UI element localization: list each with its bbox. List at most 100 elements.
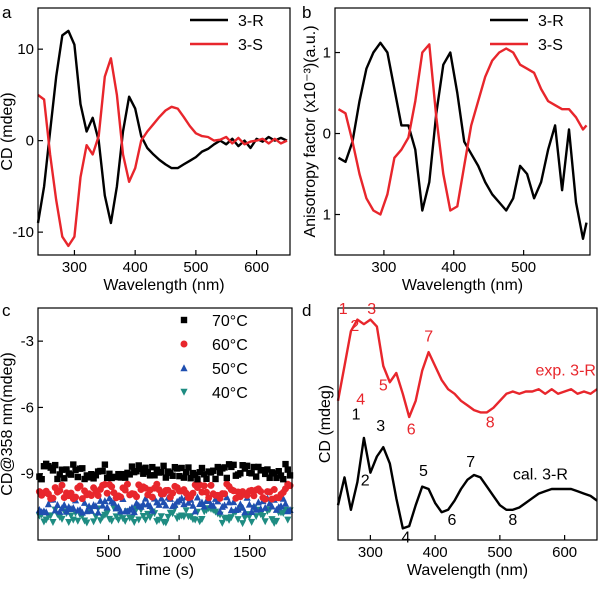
scatter-point — [65, 519, 73, 527]
scatter-point — [114, 503, 123, 511]
scatter-point — [58, 515, 66, 523]
scatter-point — [275, 468, 282, 475]
scatter-series-60°C — [35, 480, 294, 503]
scatter-point — [94, 508, 102, 516]
scatter-point — [245, 500, 253, 508]
scatter-point — [189, 501, 197, 509]
scatter-point — [239, 520, 247, 528]
legend-label: 60°C — [212, 337, 248, 354]
x-tick-label: 500 — [511, 259, 536, 276]
scatter-point — [51, 506, 59, 514]
scatter-point — [216, 507, 224, 515]
scatter-point — [74, 473, 81, 481]
series-line-3-S — [337, 43, 588, 216]
scatter-point — [88, 471, 95, 478]
scatter-point — [96, 496, 104, 504]
scatter-point — [135, 516, 143, 524]
scatter-point — [169, 489, 177, 497]
scatter-point — [200, 502, 208, 510]
scatter-point — [101, 461, 109, 468]
panel-label: b — [302, 3, 311, 22]
scatter-point — [58, 466, 66, 473]
scatter-point — [123, 480, 131, 488]
scatter-point — [281, 499, 290, 507]
scatter-point — [49, 467, 57, 474]
scatter-point — [214, 463, 221, 471]
scatter-point — [53, 500, 62, 508]
x-tick-label: 400 — [123, 259, 148, 276]
scatter-point — [117, 474, 124, 481]
scatter-point — [69, 504, 77, 512]
scatter-point — [271, 470, 278, 477]
scatter-point — [79, 465, 86, 472]
scatter-point — [146, 472, 154, 479]
scatter-point — [49, 519, 57, 527]
scatter-point — [169, 472, 176, 479]
scatter-point — [189, 489, 197, 497]
scatter-point — [140, 470, 147, 477]
scatter-point — [89, 518, 98, 526]
scatter-point — [272, 517, 281, 525]
y-tick-label: 1 — [323, 45, 331, 62]
scatter-point — [202, 488, 210, 496]
scatter-point — [229, 498, 238, 506]
panel-label: c — [2, 301, 11, 320]
scatter-point — [42, 508, 50, 516]
x-tick-label: 600 — [552, 544, 577, 561]
scatter-point — [191, 471, 199, 479]
peak-number: 4 — [356, 391, 365, 408]
scatter-point — [176, 472, 183, 480]
scatter-point — [70, 461, 77, 468]
peak-number: 1 — [352, 406, 361, 423]
scatter-point — [209, 501, 217, 509]
scatter-point — [210, 467, 217, 474]
x-tick-label: 300 — [62, 259, 87, 276]
scatter-point — [72, 493, 80, 501]
scatter-point — [180, 513, 188, 521]
scatter-point — [60, 501, 68, 509]
scatter-point — [194, 476, 201, 483]
scatter-point — [239, 462, 246, 469]
scatter-point — [221, 464, 228, 471]
scatter-point — [158, 468, 165, 476]
scatter-point — [106, 470, 113, 477]
scatter-point — [273, 474, 280, 482]
scatter-point — [99, 467, 106, 475]
peak-number: 1 — [339, 301, 348, 318]
legend-label: 70°C — [212, 313, 248, 330]
scatter-point — [103, 503, 111, 511]
y-tick-label: 0 — [323, 126, 331, 143]
x-tick-label: 500 — [487, 544, 512, 561]
scatter-point — [221, 490, 229, 498]
scatter-point — [259, 512, 267, 520]
scatter-point — [83, 519, 91, 527]
scatter-point — [284, 466, 291, 473]
series-label: cal. 3-R — [513, 467, 568, 484]
scatter-point — [157, 513, 165, 521]
peak-number: 3 — [376, 418, 385, 435]
series-line-cal. 3-R — [336, 436, 598, 530]
scatter-point — [280, 475, 287, 483]
scatter-point — [257, 488, 265, 496]
scatter-point — [117, 493, 125, 501]
legend-label: 3-S — [538, 37, 563, 54]
panel-label: a — [2, 3, 12, 22]
y-axis-label: CD@358 nm(mdeg) — [0, 352, 16, 495]
peak-number: 7 — [424, 329, 433, 346]
legend-marker — [180, 388, 188, 396]
plot-frame — [337, 307, 598, 541]
legend-marker — [180, 364, 188, 372]
scatter-point — [198, 516, 206, 524]
peak-number: 6 — [448, 512, 457, 529]
x-tick-label: 500 — [183, 259, 208, 276]
scatter-point — [284, 516, 292, 524]
scatter-point — [133, 468, 140, 475]
scatter-point — [193, 493, 202, 501]
scatter-point — [205, 494, 213, 502]
scatter-point — [94, 492, 102, 500]
y-tick-label: -6 — [21, 399, 34, 416]
x-tick-label: 1500 — [233, 544, 266, 561]
scatter-point — [266, 474, 273, 482]
scatter-point — [142, 464, 149, 471]
panel-c: c 500 1000 1500 -3 -6 -9 Time (s) CD@358 nm(mdeg… — [0, 301, 294, 579]
